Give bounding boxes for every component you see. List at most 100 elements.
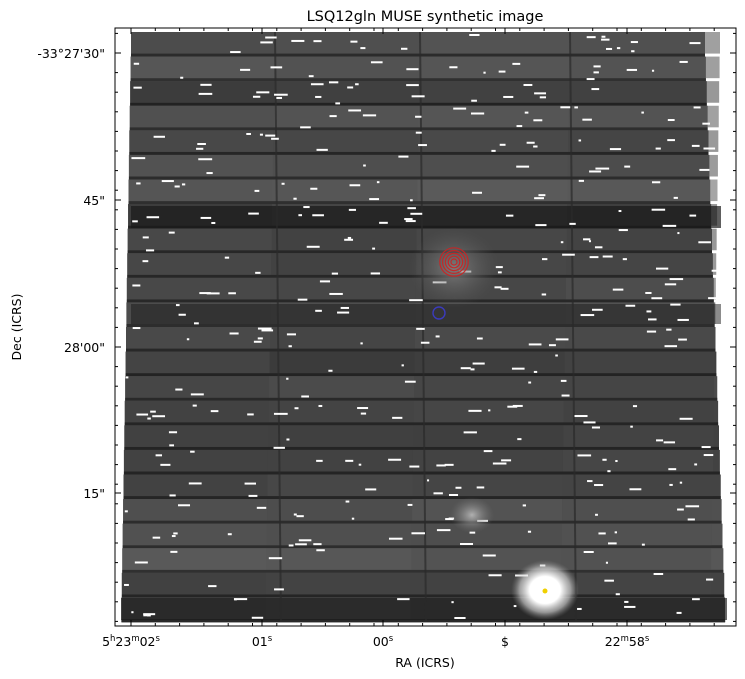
artifact (593, 71, 599, 74)
artifact (706, 578, 714, 581)
tile (270, 277, 416, 300)
artifact (316, 148, 328, 151)
artifact (143, 613, 156, 616)
host-galaxy-contours (439, 247, 469, 277)
artifact (132, 284, 141, 287)
artifact (701, 446, 711, 449)
tile (562, 474, 713, 497)
artifact (351, 517, 355, 520)
artifact (169, 494, 176, 497)
artifact (689, 214, 697, 217)
artifact (433, 492, 443, 495)
tile (131, 32, 275, 54)
tile (569, 56, 720, 79)
artifact (463, 431, 477, 434)
tile (560, 572, 711, 595)
artifact (499, 143, 506, 146)
artifact (388, 458, 402, 461)
artifact (360, 342, 363, 345)
artifact (583, 238, 591, 241)
tile (567, 179, 718, 202)
artifact (150, 410, 156, 413)
artifact (436, 464, 446, 467)
artifact (524, 111, 529, 114)
artifact (360, 47, 366, 50)
artifact (407, 503, 413, 506)
artifact (574, 415, 588, 418)
tile (411, 548, 562, 570)
strip-edge (131, 53, 705, 57)
artifact (494, 286, 502, 289)
artifact (331, 272, 339, 275)
artifact (604, 579, 614, 582)
artifact (199, 292, 211, 295)
tile (272, 154, 418, 177)
artifact (664, 345, 678, 348)
artifact (193, 322, 199, 325)
artifact (240, 68, 251, 71)
strip-edge (124, 422, 719, 426)
artifact (548, 344, 556, 347)
x-tick-label: 5h23m02s (102, 634, 160, 649)
tile (567, 154, 718, 177)
tile (272, 179, 418, 202)
strip-edge (124, 446, 720, 450)
artifact (541, 293, 547, 296)
tile (123, 449, 268, 472)
artifact (372, 247, 376, 250)
artifact (476, 337, 483, 340)
artifact (608, 542, 617, 545)
tile (569, 81, 720, 103)
artifact (616, 47, 621, 50)
artifact (653, 572, 664, 575)
tile (266, 523, 412, 546)
artifact (522, 504, 526, 507)
artifact (348, 208, 356, 211)
tile (268, 400, 414, 423)
tile (568, 130, 719, 152)
seam (569, 31, 577, 623)
artifact (298, 539, 312, 542)
artifact (601, 35, 606, 38)
artifact (229, 332, 239, 335)
artifact (247, 413, 254, 416)
artifact (512, 62, 521, 65)
artifact (500, 287, 509, 290)
artifact (689, 42, 701, 45)
artifact (260, 41, 273, 44)
artifact (699, 168, 710, 171)
y-tick-label: 28'00" (64, 340, 105, 355)
tile (568, 105, 719, 128)
artifact (246, 132, 251, 135)
artifact (178, 313, 186, 316)
artifact (133, 62, 140, 65)
artifact (534, 92, 547, 95)
artifact (340, 306, 350, 309)
artifact (404, 218, 413, 221)
host-contour-ring (444, 252, 464, 272)
muse-image (121, 31, 727, 623)
artifact (319, 280, 331, 283)
artifact (587, 480, 593, 483)
y-axis-label: Dec (ICRS) (9, 294, 24, 361)
artifact (470, 112, 485, 115)
artifact (257, 337, 263, 340)
artifact (328, 369, 333, 372)
artifact (470, 368, 475, 371)
artifact (145, 249, 155, 252)
artifact (345, 500, 350, 503)
tile (561, 548, 712, 570)
artifact (155, 454, 163, 457)
tile (414, 351, 565, 374)
artifact (622, 258, 627, 261)
artifact (197, 143, 206, 146)
host-contour-ring (442, 250, 467, 275)
tile (122, 548, 267, 570)
artifact (276, 96, 283, 99)
tile (127, 253, 272, 275)
artifact (471, 99, 477, 102)
artifact (501, 459, 512, 462)
artifact (673, 196, 678, 199)
faint-source-glow (450, 497, 494, 533)
